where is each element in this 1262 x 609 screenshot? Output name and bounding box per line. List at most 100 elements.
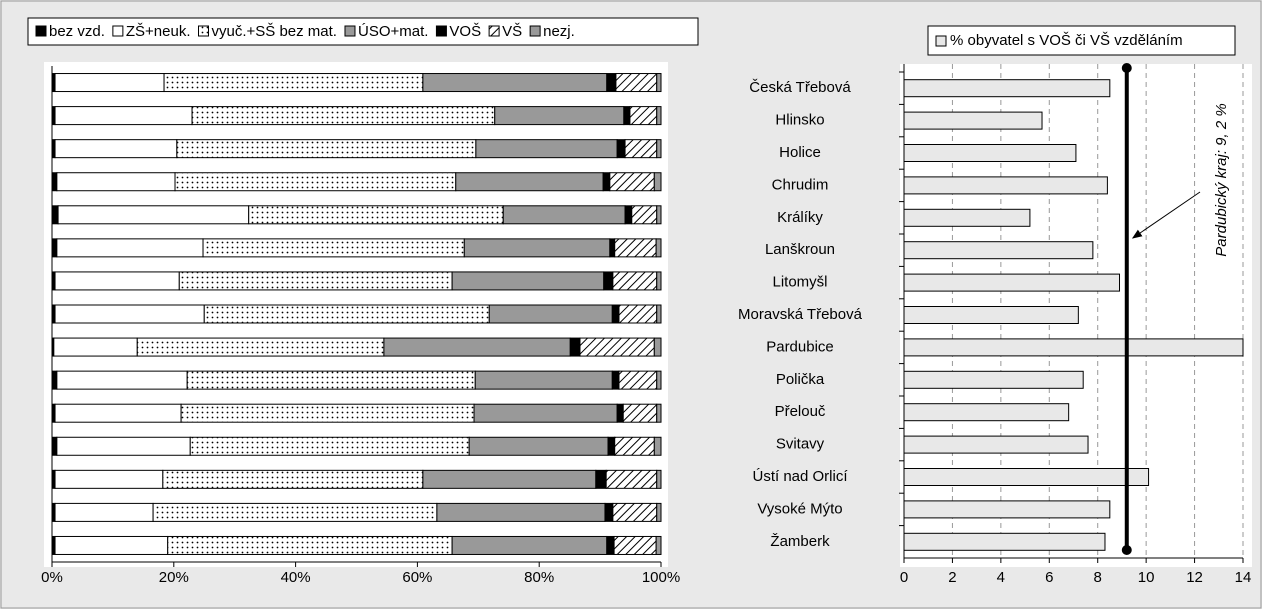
- bar-segment: [53, 337, 138, 357]
- bar-segment: [655, 238, 662, 258]
- category-label: Přelouč: [775, 403, 826, 420]
- bar-segment: [54, 139, 178, 159]
- category-label: Česká Třebová: [749, 79, 851, 96]
- bar-segment: [191, 106, 496, 126]
- legend-label: ZŠ+neuk.: [126, 23, 191, 40]
- bar-segment: [180, 403, 475, 423]
- category-label: Králíky: [777, 209, 823, 226]
- bar-segment: [248, 205, 504, 225]
- category-label: Litomyšl: [772, 274, 827, 291]
- bar-segment: [609, 238, 616, 258]
- bar-segment: [57, 205, 250, 225]
- bar-segment: [614, 238, 657, 258]
- bar-segment: [455, 172, 604, 192]
- bar-segment: [653, 172, 662, 192]
- bar-segment: [656, 469, 662, 489]
- bar-segment: [174, 172, 457, 192]
- bar-segment: [152, 502, 438, 522]
- bar-segment: [51, 172, 58, 192]
- bar-segment: [606, 535, 615, 555]
- bar-segment: [616, 403, 624, 423]
- annotation-arrow: [1131, 191, 1201, 239]
- bar-segment: [653, 337, 662, 357]
- x-tick-label: 8: [1094, 569, 1102, 586]
- bar: [903, 435, 1089, 454]
- bar-segment: [656, 106, 662, 126]
- bar: [903, 370, 1084, 389]
- x-tick-label: 100%: [642, 569, 680, 586]
- bar-segment: [136, 337, 385, 357]
- x-tick-label: 12: [1186, 569, 1203, 586]
- x-tick-label: 0: [900, 569, 908, 586]
- bar-segment: [611, 304, 620, 324]
- category-label: Hlinsko: [775, 112, 824, 129]
- bar-segment: [383, 337, 571, 357]
- bar-segment: [436, 502, 606, 522]
- category-label: Svitavy: [776, 436, 825, 453]
- bar-segment: [474, 370, 613, 390]
- bar-segment: [618, 370, 658, 390]
- bar-segment: [609, 172, 655, 192]
- bar-segment: [656, 304, 662, 324]
- bar-segment: [488, 304, 613, 324]
- bar-segment: [607, 436, 616, 456]
- x-tick-label: 40%: [281, 569, 311, 586]
- bar-segment: [611, 370, 620, 390]
- bar-segment: [422, 469, 597, 489]
- bar-segment: [203, 304, 490, 324]
- bar-segment: [51, 205, 59, 225]
- bar-segment: [422, 73, 608, 93]
- category-label: Moravská Třebová: [738, 306, 863, 323]
- legend-swatch: [112, 25, 124, 37]
- x-tick-label: 0%: [41, 569, 63, 586]
- reference-end: [1121, 545, 1132, 555]
- bar-segment: [162, 469, 424, 489]
- bar: [903, 468, 1150, 486]
- legend-label: VŠ: [502, 23, 522, 40]
- bar-segment: [656, 403, 662, 423]
- category-label: Pardubice: [766, 338, 834, 355]
- legend-label: % obyvatel s VOŠ či VŠ vzděláním: [950, 32, 1183, 49]
- legend-swatch: [488, 25, 500, 37]
- bar-segment: [451, 535, 608, 555]
- bar-segment: [475, 139, 618, 159]
- bar-segment: [579, 337, 655, 357]
- bar-segment: [656, 502, 662, 522]
- bar-segment: [653, 436, 662, 456]
- category-label: Lanškroun: [765, 241, 835, 258]
- bar-segment: [54, 403, 182, 423]
- bar-segment: [624, 205, 633, 225]
- bar: [903, 111, 1043, 130]
- bar-segment: [463, 238, 611, 258]
- bar-segment: [614, 436, 655, 456]
- x-tick-label: 2: [948, 569, 956, 586]
- legend-label: bez vzd.: [49, 23, 105, 40]
- x-tick-label: 4: [997, 569, 1005, 586]
- bar-segment: [54, 469, 164, 489]
- bar: [903, 500, 1111, 519]
- legend-label: VOŠ: [449, 23, 481, 40]
- category-label: Polička: [776, 371, 825, 388]
- bar-segment: [595, 469, 607, 489]
- category-label: Ústí nad Orlicí: [752, 468, 848, 485]
- bar-segment: [502, 205, 626, 225]
- bar-segment: [189, 436, 470, 456]
- legend-label: ÚSO+mat.: [358, 23, 428, 40]
- bar-segment: [622, 403, 658, 423]
- bar-segment: [54, 502, 154, 522]
- legend-right: [927, 25, 1236, 56]
- x-tick-label: 60%: [402, 569, 432, 586]
- bar-segment: [176, 139, 477, 159]
- bar-segment: [604, 502, 614, 522]
- bar-segment: [167, 535, 453, 555]
- x-tick-label: 6: [1045, 569, 1053, 586]
- bar-segment: [612, 271, 658, 291]
- bar-segment: [624, 139, 658, 159]
- category-label: Žamberk: [770, 533, 830, 550]
- bar-segment: [656, 370, 662, 390]
- legend-left: [27, 17, 699, 46]
- bar-segment: [616, 139, 626, 159]
- bar-segment: [494, 106, 625, 126]
